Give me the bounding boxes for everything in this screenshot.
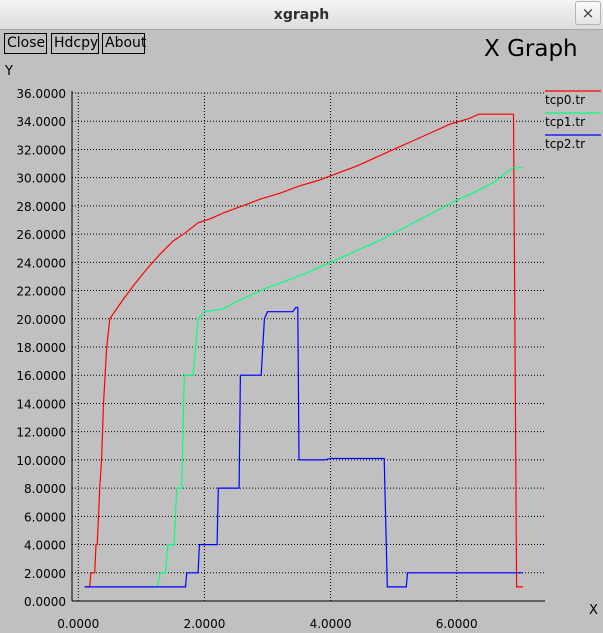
y-tick-label: 32.0000 — [16, 143, 66, 157]
legend-layer: tcp0.tr tcp1.tr tcp2.tr — [545, 90, 601, 151]
y-tick-label: 6.0000 — [24, 510, 66, 524]
series-line-tcp2-tr — [84, 306, 523, 588]
y-tick-label: 26.0000 — [16, 228, 66, 242]
x-tick-label: 4.0000 — [310, 617, 352, 631]
legend-label: tcp2.tr — [545, 137, 585, 151]
x-axis-label: X — [589, 603, 598, 618]
y-tick-label: 0.0000 — [24, 595, 66, 609]
series-line-tcp1-tr — [150, 167, 523, 588]
y-tick-label: 12.0000 — [16, 426, 66, 440]
y-tick-label: 28.0000 — [16, 200, 66, 214]
window-close-icon[interactable]: × — [575, 1, 601, 25]
y-tick-label: 20.0000 — [16, 313, 66, 327]
y-tick-label: 4.0000 — [24, 539, 66, 553]
y-tick-label: 36.0000 — [16, 87, 66, 101]
y-tick-label: 14.0000 — [16, 397, 66, 411]
y-tick-label: 34.0000 — [16, 115, 66, 129]
x-tick-label: 2.0000 — [183, 617, 225, 631]
y-tick-label: 22.0000 — [16, 285, 66, 299]
window-title: xgraph — [273, 7, 330, 23]
y-tick-label: 2.0000 — [24, 567, 66, 581]
hardcopy-button[interactable]: Hdcpy — [51, 33, 99, 54]
y-tick-label: 30.0000 — [16, 172, 66, 186]
close-button[interactable]: Close — [4, 33, 47, 54]
y-tick-label: 18.0000 — [16, 341, 66, 355]
legend-label: tcp1.tr — [545, 115, 585, 129]
series-layer — [84, 113, 523, 588]
series-line-tcp0-tr — [84, 113, 523, 588]
x-tick-label: 6.0000 — [436, 617, 478, 631]
window-titlebar: xgraph × — [0, 0, 603, 30]
about-button[interactable]: About — [102, 33, 146, 54]
legend-label: tcp0.tr — [545, 93, 585, 107]
y-tick-label: 24.0000 — [16, 256, 66, 270]
x-tick-label: 0.0000 — [57, 617, 99, 631]
axis-layer: 0.0000 2.0000 4.0000 6.0000 8.0000 10.0000 12.… — [4, 64, 598, 631]
y-tick-label: 10.0000 — [16, 454, 66, 468]
y-axis-label: Y — [4, 64, 13, 79]
y-tick-label: 16.0000 — [16, 369, 66, 383]
y-tick-label: 8.0000 — [24, 482, 66, 496]
grid-layer — [72, 92, 545, 602]
chart-title: X Graph — [484, 36, 578, 62]
